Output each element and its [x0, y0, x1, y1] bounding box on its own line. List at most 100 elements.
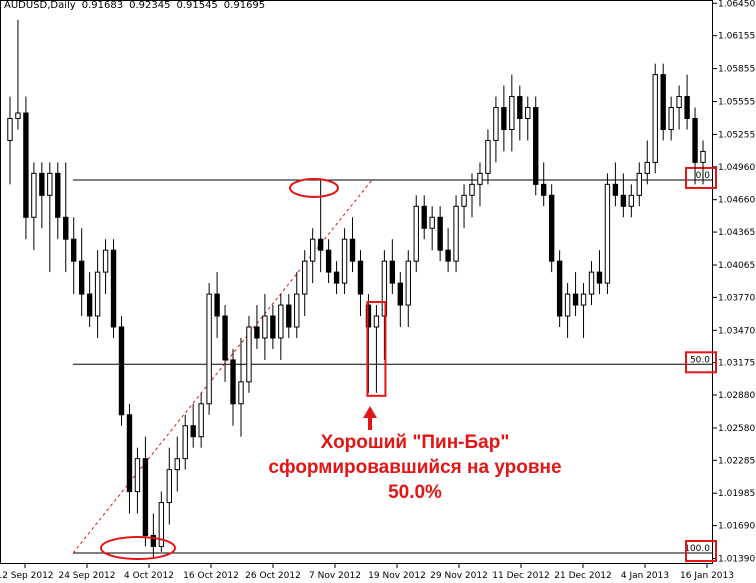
y-tick-label: 1.03175 [718, 359, 755, 369]
candle-body [222, 315, 228, 361]
candle-body [533, 107, 539, 185]
y-tick-label: 1.01690 [718, 522, 755, 532]
candle-body [381, 260, 388, 317]
pin-bar-box [366, 301, 387, 397]
high-value: 0.92345 [129, 0, 171, 11]
open-value: 0.91683 [81, 0, 124, 11]
candle-body [278, 304, 284, 339]
candle-body [692, 118, 698, 163]
candle-body [286, 304, 292, 328]
candle-body [206, 293, 212, 405]
candle-body [23, 112, 29, 218]
pin-bar-callout: Хороший "Пин-Бар" сформировавшийся на ур… [230, 430, 600, 505]
candle-body [684, 96, 690, 120]
y-tick-label: 1.05555 [718, 97, 755, 107]
candle-body [541, 183, 547, 196]
fib-label-box [685, 540, 717, 563]
callout-line-1: Хороший "Пин-Бар" [320, 432, 510, 453]
candle-body [373, 315, 380, 328]
candle-body [365, 304, 372, 328]
candle-body [230, 359, 236, 405]
candle-body [94, 271, 101, 317]
x-tick-label: 4 Oct 2012 [124, 571, 174, 581]
candle-body [501, 107, 507, 130]
candle-body [333, 271, 340, 284]
low-value: 0.91545 [176, 0, 218, 11]
candle-body [325, 249, 332, 273]
candle-body [644, 161, 650, 174]
candle-body [556, 260, 563, 317]
callout-line-3: 50.0% [388, 482, 442, 503]
candle-body [15, 112, 21, 120]
candle-body [134, 458, 141, 493]
y-tick-label: 1.05855 [718, 65, 755, 75]
candle-body [580, 293, 587, 306]
chart-header: AUDUSD,Daily 0.91683 0.92345 0.91545 0.91695 [4, 0, 271, 11]
candle-body [389, 260, 396, 284]
candle-body [509, 96, 515, 130]
y-tick-label: 1.04365 [718, 228, 755, 238]
fib-level-label: 100.0 [684, 544, 710, 554]
candle-body [71, 238, 77, 262]
y-tick-label: 1.04660 [718, 196, 755, 206]
candle-body [254, 326, 260, 339]
y-tick-label: 1.02580 [718, 424, 755, 434]
candle-body [596, 271, 603, 284]
candle-body [445, 249, 451, 262]
candle-body [612, 183, 619, 196]
y-tick-label: 1.06155 [718, 32, 755, 42]
y-tick-label: 1.03470 [718, 326, 755, 336]
candle-body [453, 205, 459, 262]
candle-body [660, 74, 666, 130]
swing-low-ellipse [100, 536, 176, 560]
candle-body [166, 469, 172, 504]
y-tick-label: 1.06450 [718, 0, 755, 9]
candle-body [397, 282, 404, 306]
candle-body [437, 216, 443, 251]
callout-line-2: сформировавшийся на уровне [268, 457, 562, 478]
candle-body [564, 293, 571, 317]
candle-body [604, 183, 611, 284]
swing-high-ellipse [289, 178, 339, 198]
candle-body [182, 425, 188, 460]
candle-body [118, 326, 125, 416]
x-tick-label: 7 Nov 2012 [309, 571, 361, 581]
candle-body [102, 249, 109, 273]
candle-body [294, 293, 300, 328]
candle-body [126, 414, 133, 493]
candle-body [262, 315, 268, 339]
candle-body [341, 238, 348, 284]
candle-body [421, 205, 427, 229]
x-tick-label: 16 Oct 2012 [183, 571, 239, 581]
candle-body [700, 150, 706, 163]
y-tick-label: 1.04960 [718, 163, 755, 173]
candle-body [413, 205, 419, 262]
x-tick-label: 12 Sep 2012 [0, 571, 54, 581]
candle-body [86, 293, 93, 317]
candle-body [469, 183, 475, 196]
candle-body [158, 502, 165, 547]
candle-body [357, 260, 364, 295]
candle-body [676, 96, 682, 109]
x-tick-label: 26 Oct 2012 [245, 571, 301, 581]
candle-body [238, 381, 244, 405]
x-tick-label: 4 Jan 2013 [621, 571, 669, 581]
candle-body [572, 293, 579, 306]
candle-body [548, 194, 555, 262]
candle-body [620, 194, 627, 207]
candle-body [309, 238, 316, 262]
candle-body [198, 403, 204, 438]
candle-body [628, 194, 635, 207]
close-value: 0.91695 [223, 0, 266, 11]
candle-body [461, 194, 467, 207]
x-tick-label: 19 Nov 2012 [368, 571, 426, 581]
candle-body [7, 118, 13, 141]
pin-bar-arrow-head [363, 406, 377, 418]
y-tick-label: 1.02880 [718, 391, 755, 401]
plot-frame [0, 0, 713, 564]
fib-level-label: 50.0 [690, 355, 710, 365]
y-tick-label: 1.02285 [718, 456, 755, 466]
y-tick-label: 1.03770 [718, 293, 755, 303]
candle-body [525, 107, 531, 120]
